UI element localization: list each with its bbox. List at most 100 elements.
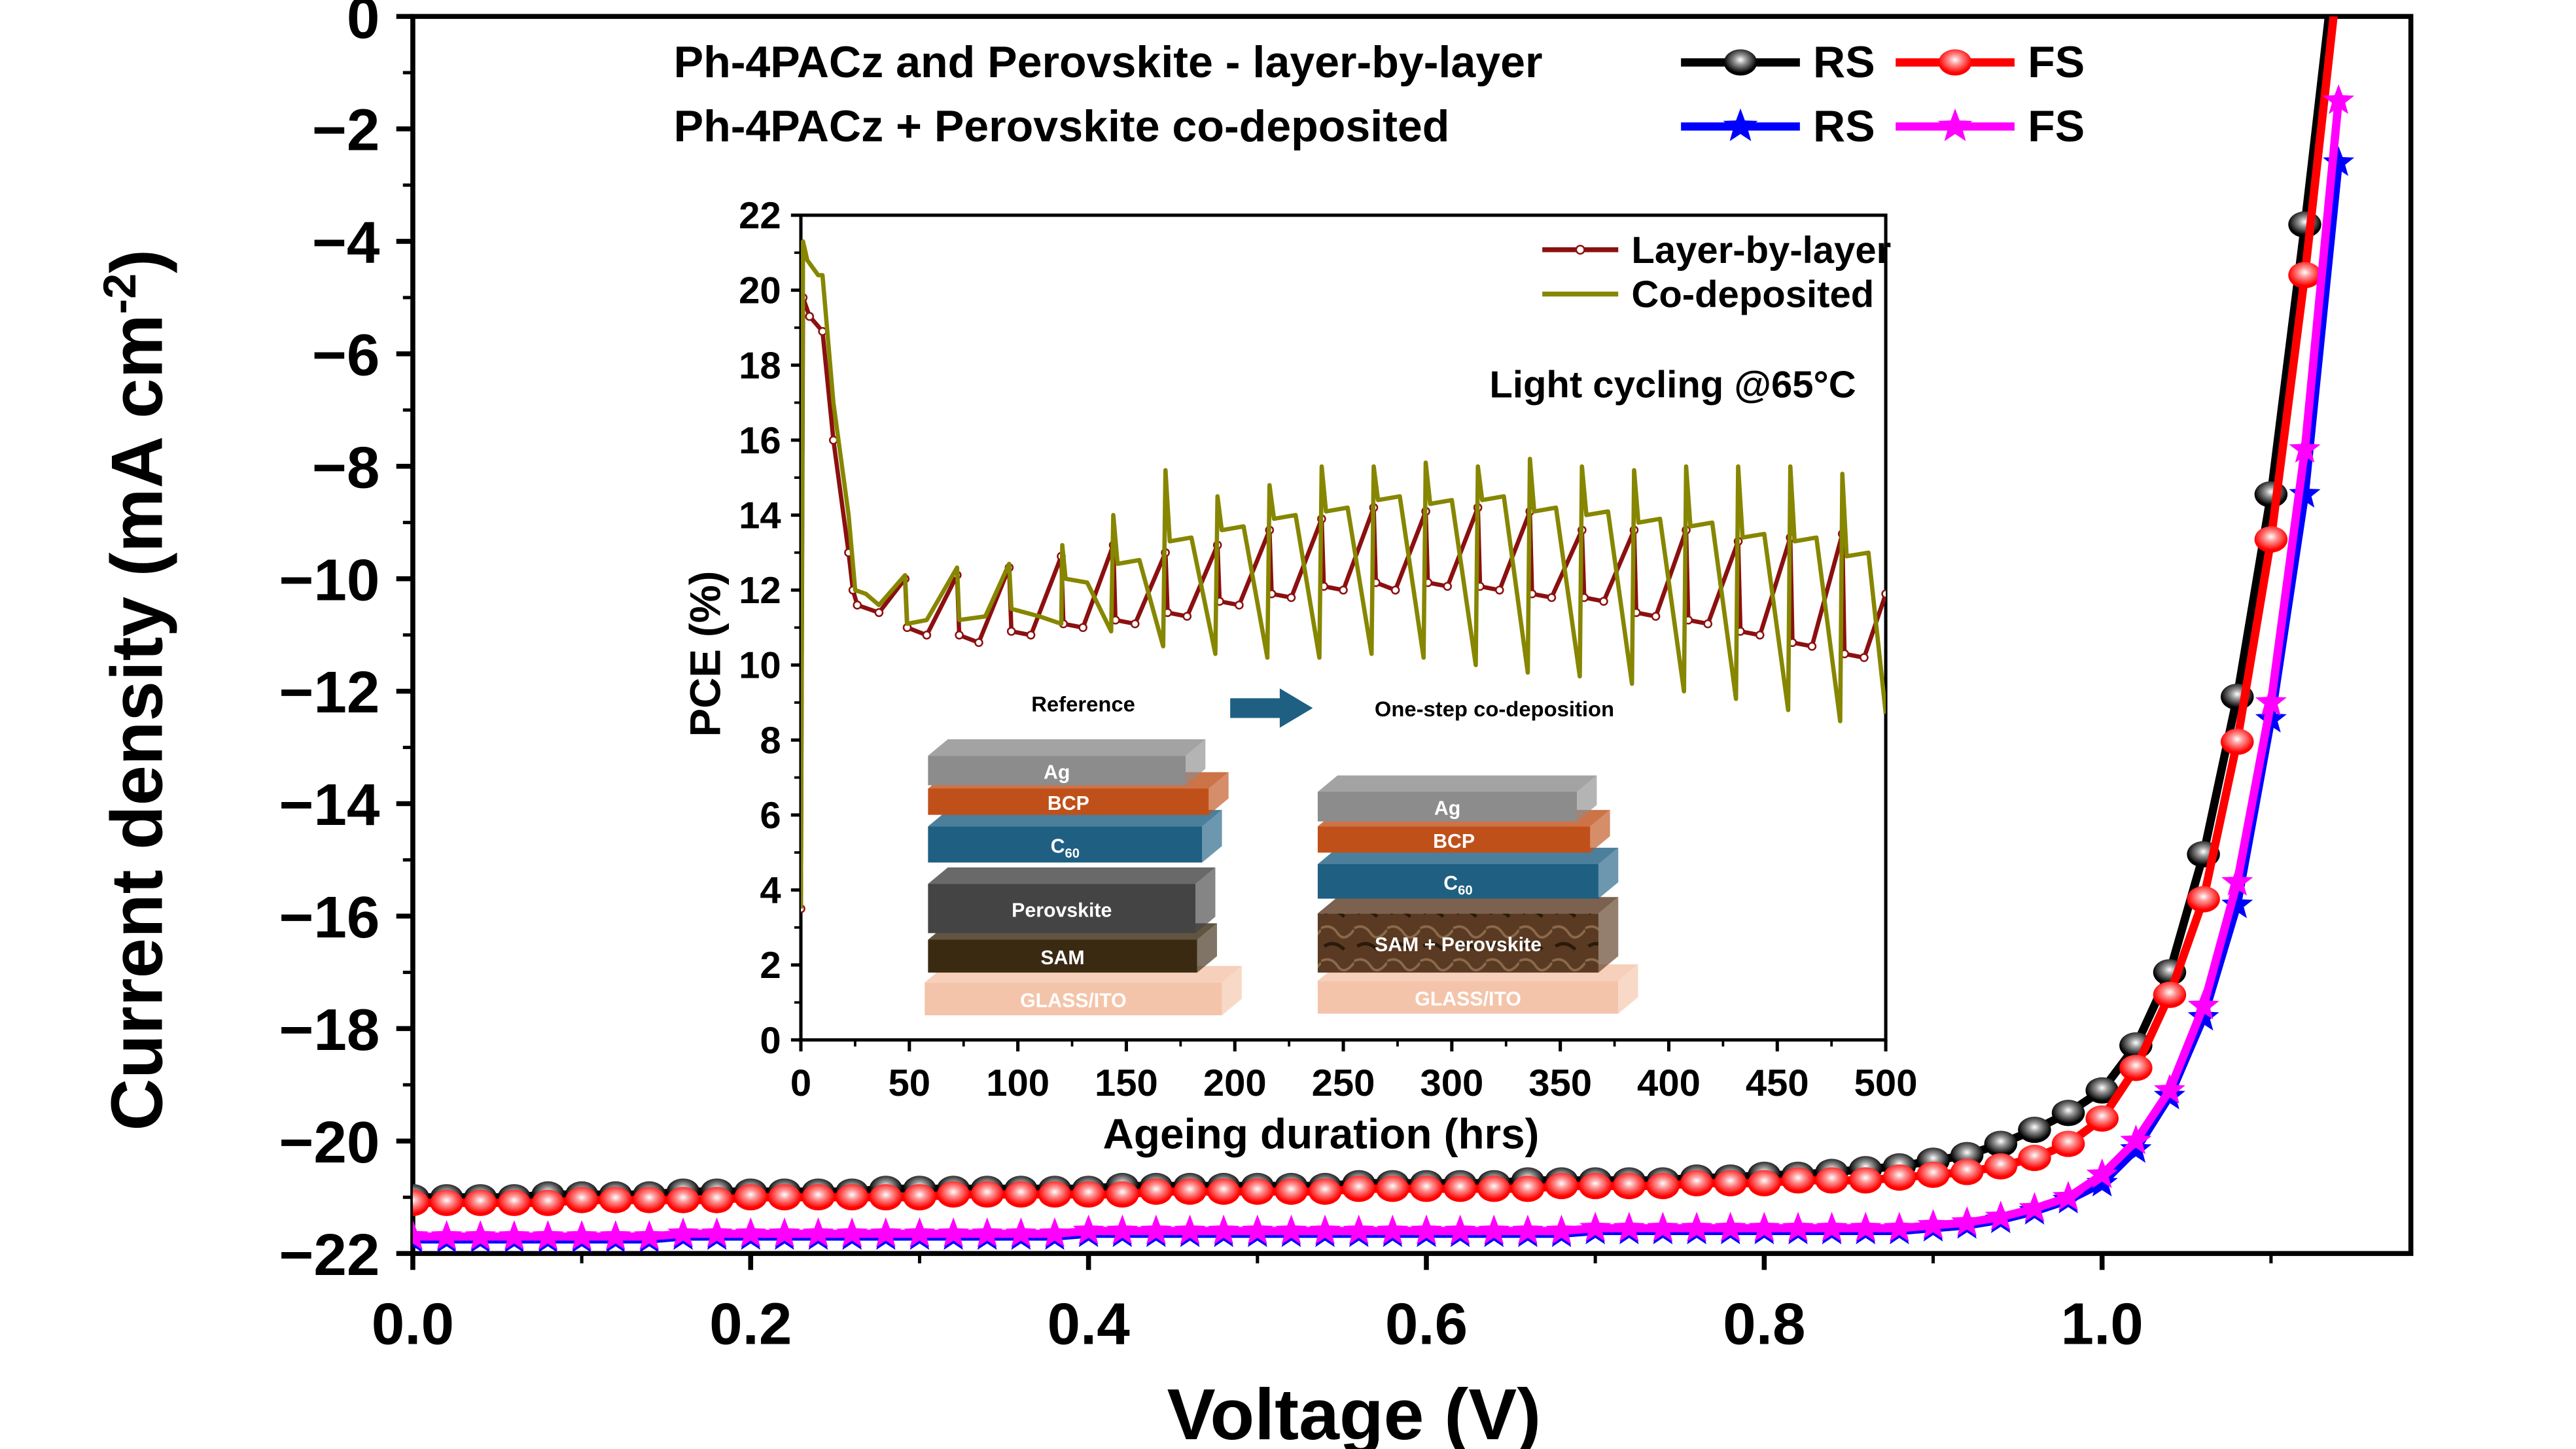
x-tick-label: 0.4	[1047, 1291, 1129, 1357]
data-point-layer-by-layer-fs	[565, 1187, 599, 1213]
codep-layer-sam-perovskite-side	[1598, 897, 1619, 973]
y-tick-label: −20	[279, 1109, 379, 1176]
series-line-layer-by-layer-rs	[412, 16, 2333, 1202]
data-point-layer-by-layer-fs	[1916, 1161, 1950, 1188]
data-point-layer-by-layer-fs	[1849, 1167, 1882, 1194]
data-point-layer-by-layer	[1182, 612, 1192, 621]
codep-layer-sam-perovskite-label: SAM + Perovskite	[1375, 934, 1542, 956]
data-point-layer-by-layer-fs	[1646, 1172, 1680, 1200]
data-point-co-deposited-fs	[2255, 686, 2287, 716]
data-point-co-deposited-fs	[2289, 432, 2321, 463]
inset-y-tick-label: 6	[760, 795, 781, 837]
x-tick-label: 0.0	[372, 1291, 454, 1357]
legend-rs-lbl-mark-marker	[1723, 49, 1757, 76]
data-point-co-deposited-fs	[532, 1220, 564, 1250]
data-point-layer-by-layer	[1443, 582, 1453, 591]
data-point-co-deposited-fs	[1038, 1217, 1071, 1248]
inset-y-tick-label: 14	[739, 495, 781, 537]
data-point-layer-by-layer-fs	[1275, 1178, 1308, 1205]
data-point-layer-by-layer-fs	[2153, 981, 2187, 1008]
data-point-layer-by-layer-fs	[1882, 1164, 1916, 1191]
data-point-layer-by-layer-fs	[1578, 1172, 1612, 1200]
inset-y-tick-label: 4	[760, 870, 781, 912]
data-point-layer-by-layer-fs	[1038, 1181, 1072, 1208]
data-point-layer-by-layer-fs	[1409, 1176, 1443, 1202]
data-point-layer-by-layer-fs	[1173, 1178, 1207, 1205]
data-point-co-deposited-fs	[701, 1217, 733, 1248]
inset-y-axis-label: PCE (%)	[681, 571, 729, 737]
data-point-co-deposited-fs	[1275, 1214, 1307, 1245]
ref-layer-sam-face	[928, 939, 1197, 973]
data-point-co-deposited-fs	[2153, 1074, 2185, 1104]
inset-x-tick-label: 400	[1637, 1062, 1701, 1104]
data-point-layer-by-layer-fs	[1376, 1176, 1409, 1202]
data-point-layer-by-layer-fs	[1984, 1153, 2018, 1180]
inset-x-tick-label: 150	[1095, 1062, 1158, 1104]
inset-x-tick-label: 50	[889, 1062, 931, 1104]
codep-layer-sam-perovskite-top	[1317, 897, 1619, 914]
data-point-co-deposited-fs	[431, 1220, 463, 1250]
y-tick-label: −18	[279, 997, 379, 1063]
data-point-layer-by-layer	[974, 638, 983, 648]
data-point-co-deposited-fs	[1343, 1214, 1375, 1245]
data-point-co-deposited-fs	[937, 1217, 970, 1248]
data-point-layer-by-layer-fs	[1748, 1170, 1781, 1196]
ref-layer-perovskite: Perovskite	[928, 867, 1216, 934]
data-point-layer-by-layer-fs	[1106, 1181, 1139, 1208]
inset-y-tick-label: 12	[739, 570, 781, 612]
data-point-co-deposited-fs	[1140, 1214, 1172, 1245]
codep-layer-ag-face	[1317, 792, 1578, 822]
ref-layer-sam-label: SAM	[1040, 947, 1084, 969]
inset-y-tick-label: 18	[739, 345, 781, 387]
main-series-group	[412, 16, 2355, 1253]
data-point-layer-by-layer-fs	[869, 1184, 903, 1211]
data-point-layer-by-layer	[1547, 593, 1557, 602]
data-point-layer-by-layer-fs	[1612, 1172, 1646, 1200]
data-point-co-deposited-fs	[904, 1217, 936, 1248]
codep-layer-ag-top	[1317, 775, 1597, 792]
data-point-layer-by-layer-fs	[1308, 1178, 1342, 1205]
data-point-co-deposited-rs	[2289, 478, 2321, 508]
data-point-co-deposited-fs	[1748, 1212, 1780, 1242]
y-tick-label: 0	[347, 0, 380, 51]
inset-axis-ticks: 0 2 4 6 8 10 12 14 16 18 20 22 0 50 100 150 200 250 300 350…	[739, 195, 1917, 1104]
inset-y-tick-label: 2	[760, 945, 781, 986]
data-point-layer-by-layer-fs	[1241, 1178, 1275, 1205]
inset-x-tick-label: 0	[790, 1062, 811, 1104]
data-point-layer-by-layer	[1390, 585, 1400, 595]
data-point-layer-by-layer-fs	[1443, 1176, 1477, 1202]
y-tick-label: −4	[312, 210, 380, 276]
legend-rs-codep-mark-marker	[1723, 108, 1758, 141]
codep-layer-c60-side	[1598, 847, 1619, 899]
data-point-co-deposited-fs	[836, 1217, 868, 1248]
data-point-layer-by-layer	[955, 631, 964, 640]
data-point-layer-by-layer-fs	[970, 1181, 1004, 1208]
legend-fs-codep-mark-marker	[1937, 108, 1973, 141]
codep-layer-bcp-label: BCP	[1433, 831, 1475, 852]
inset-x-tick-label: 450	[1746, 1062, 1809, 1104]
ref-layer-c60-side	[1202, 810, 1222, 863]
data-point-layer-by-layer-fs	[2018, 1144, 2051, 1172]
data-point-layer-by-layer-rs	[2288, 211, 2321, 238]
inset-series-group	[801, 239, 1886, 913]
data-point-layer-by-layer-fs	[1072, 1181, 1105, 1208]
data-point-co-deposited-fs	[498, 1220, 530, 1250]
data-point-layer-by-layer-fs	[497, 1189, 531, 1216]
data-point-co-deposited-rs	[2323, 146, 2355, 176]
data-point-co-deposited-fs	[1005, 1217, 1037, 1248]
codep-layer-ag: Ag	[1317, 775, 1597, 822]
data-point-layer-by-layer-fs	[531, 1189, 565, 1216]
data-point-co-deposited-fs	[1208, 1214, 1240, 1245]
data-point-co-deposited-fs	[1816, 1212, 1848, 1242]
inset-y-tick-label: 22	[739, 195, 781, 237]
schematic-codep-title: One-step co-deposition	[1375, 697, 1614, 721]
legend-fs-lbl-mark-marker	[1938, 49, 1972, 76]
ref-layer-ag-side	[1186, 739, 1206, 786]
data-point-co-deposited-fs	[2221, 865, 2253, 896]
data-point-layer-by-layer	[1494, 585, 1504, 595]
data-point-co-deposited-fs	[566, 1220, 598, 1250]
data-point-layer-by-layer-fs	[2187, 886, 2220, 913]
legend-rs-codep: RS	[1813, 101, 1875, 151]
y-tick-label: −14	[279, 772, 379, 838]
